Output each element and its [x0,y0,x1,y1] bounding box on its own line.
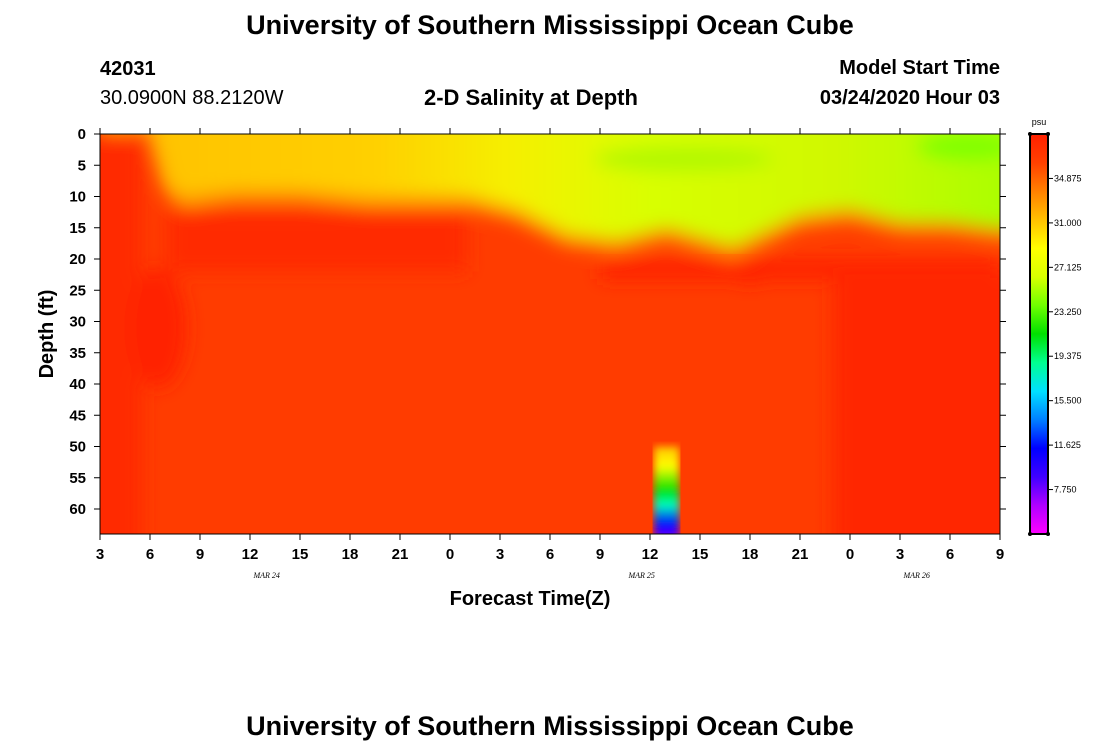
y-tick-label: 15 [69,220,86,237]
y-axis-label: Depth (ft) [36,290,58,379]
x-tick-label: 6 [946,546,954,563]
x-tick-label: 9 [196,546,204,563]
x-tick-label: 12 [242,546,259,563]
colorbar-corner [1046,132,1050,136]
colorbar-tick-label: 34.875 [1054,173,1082,183]
colorbar-tick-label: 11.625 [1054,440,1081,450]
x-tick-label: 3 [96,546,104,563]
fresh-column-group [654,446,680,534]
y-tick-label: 30 [69,314,86,331]
x-tick-label: 6 [546,546,554,563]
x-tick-label: 18 [342,546,359,563]
colorbar-tick-label: 31.000 [1054,218,1082,228]
heatmap-high-salinity-core [130,267,187,388]
y-tick-label: 55 [69,470,86,487]
y-tick-label: 20 [69,251,86,268]
colorbar-tick-label: 7.750 [1054,485,1077,495]
y-tick-label: 25 [69,282,86,299]
fresh-water-column [654,446,680,534]
colorbar-corner [1046,532,1050,536]
surface-layer-group [153,134,1000,247]
surface-low-salinity-patch [593,147,774,171]
title-top: University of Southern Mississippi Ocean… [246,10,854,40]
date-label: MAR 25 [627,571,654,580]
colorbar-gradient [1029,133,1049,535]
colorbar-tick-label: 23.250 [1054,307,1082,317]
x-axis: 3 6 9 12 15 18 21 0 3 6 9 12 15 18 21 0 3 6 9 MAR 24 MAR 25 M… [96,128,1004,580]
station-coords: 30.0900N 88.2120W [100,87,284,109]
model-start-value: 03/24/2020 Hour 03 [819,87,1000,109]
x-tick-label: 0 [846,546,854,563]
x-tick-label: 9 [596,546,604,563]
x-axis-label: Forecast Time(Z) [450,588,611,610]
station-id: 42031 [100,58,156,80]
x-tick-label: 9 [996,546,1004,563]
x-tick-label: 0 [446,546,454,563]
colorbar-tick-label: 27.125 [1054,262,1082,272]
title-bottom: University of Southern Mississippi Ocean… [246,711,854,741]
colorbar-tick-label: 19.375 [1054,351,1082,361]
x-tick-label: 12 [642,546,659,563]
y-tick-label: 0 [78,126,86,143]
x-tick-label: 21 [392,546,409,563]
y-tick-label: 50 [69,439,86,456]
y-tick-label: 35 [69,345,86,362]
plot-title: 2-D Salinity at Depth [424,85,638,110]
colorbar-unit: psu [1032,117,1047,127]
colorbar-tick-label: 15.500 [1054,396,1082,406]
heatmap-deep-band-right [833,271,1000,534]
x-tick-label: 3 [496,546,504,563]
x-tick-label: 15 [292,546,309,563]
y-tick-label: 40 [69,376,86,393]
colorbar: psu 34.875 31.000 27.125 23.250 19.375 15.500 1… [1028,117,1082,536]
x-tick-label: 3 [896,546,904,563]
date-label: MAR 24 [252,571,279,580]
y-axis: 0 5 10 15 20 25 30 35 40 45 50 55 60 [69,126,1006,518]
surface-fresh-layer [153,134,1000,247]
model-start-label: Model Start Time [839,57,1000,79]
heatmap-subsurface-band [166,209,467,272]
colorbar-corner [1028,132,1032,136]
y-tick-label: 45 [69,407,86,424]
surface-low-salinity-patch-right [916,134,1000,161]
y-tick-label: 5 [78,157,86,174]
heatmap-field [100,134,1000,534]
x-tick-label: 6 [146,546,154,563]
x-tick-label: 21 [792,546,809,563]
date-label: MAR 26 [902,571,929,580]
y-tick-label: 10 [69,189,86,206]
x-tick-label: 18 [742,546,759,563]
x-tick-label: 15 [692,546,709,563]
colorbar-corner [1028,532,1032,536]
heatmap-local-max [732,259,768,284]
y-tick-label: 60 [69,501,86,518]
